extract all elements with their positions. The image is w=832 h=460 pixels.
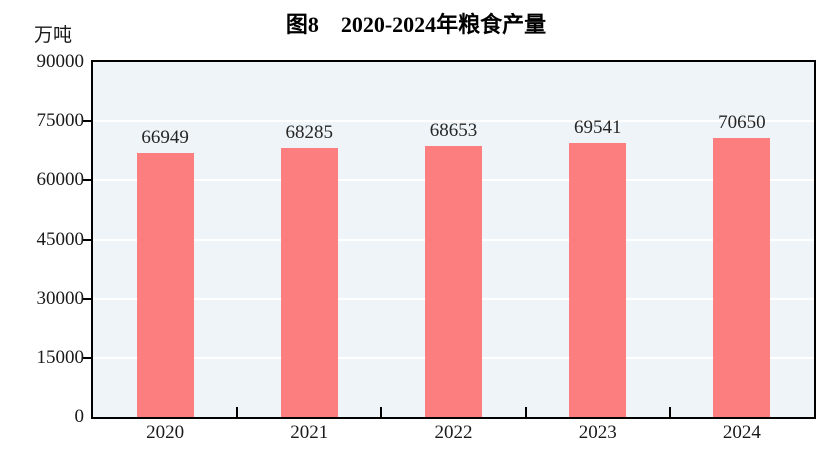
y-axis-tick-label: 15000 [36,346,85,368]
x-axis-tick-label: 2020 [146,422,185,443]
plot-area: 66949 68285 68653 69541 70650 [91,60,816,419]
x-axis-tick-label: 2023 [578,422,617,443]
bar-value-label: 68285 [285,121,334,143]
bar-2021 [280,147,338,417]
bar-value-label: 69541 [573,116,622,138]
bar-value-label: 66949 [141,126,189,148]
bar-value-label: 68653 [429,120,478,142]
x-axis-tick [236,407,239,417]
bar-2024 [713,138,771,417]
x-axis-tick [380,407,383,417]
y-axis-tick [83,356,91,359]
x-axis-tick [668,407,671,417]
y-axis-tick-label: 75000 [36,110,85,132]
y-axis-unit-label: 万吨 [34,25,73,46]
chart-title: 图8 2020-2024年粮食产量 [285,12,547,37]
y-axis-tick [83,238,91,241]
y-axis-tick [83,179,91,182]
y-axis-tick-label: 0 [74,406,85,427]
bar-2020 [136,152,194,417]
x-axis-tick-label: 2024 [722,422,761,443]
y-axis-tick [83,120,91,123]
x-axis-tick-label: 2022 [434,422,473,443]
y-axis-tick [83,297,91,300]
gridline [93,120,814,123]
y-axis-tick-label: 90000 [36,51,85,72]
y-axis-tick-label: 45000 [36,228,85,250]
x-axis-tick [524,407,527,417]
x-axis-tick-label: 2021 [290,422,329,443]
bar-2023 [569,142,627,417]
bar-2022 [425,146,482,417]
bar-value-label: 70650 [718,112,766,134]
y-axis-tick-label: 60000 [36,169,85,191]
y-axis-tick-label: 30000 [36,287,85,309]
